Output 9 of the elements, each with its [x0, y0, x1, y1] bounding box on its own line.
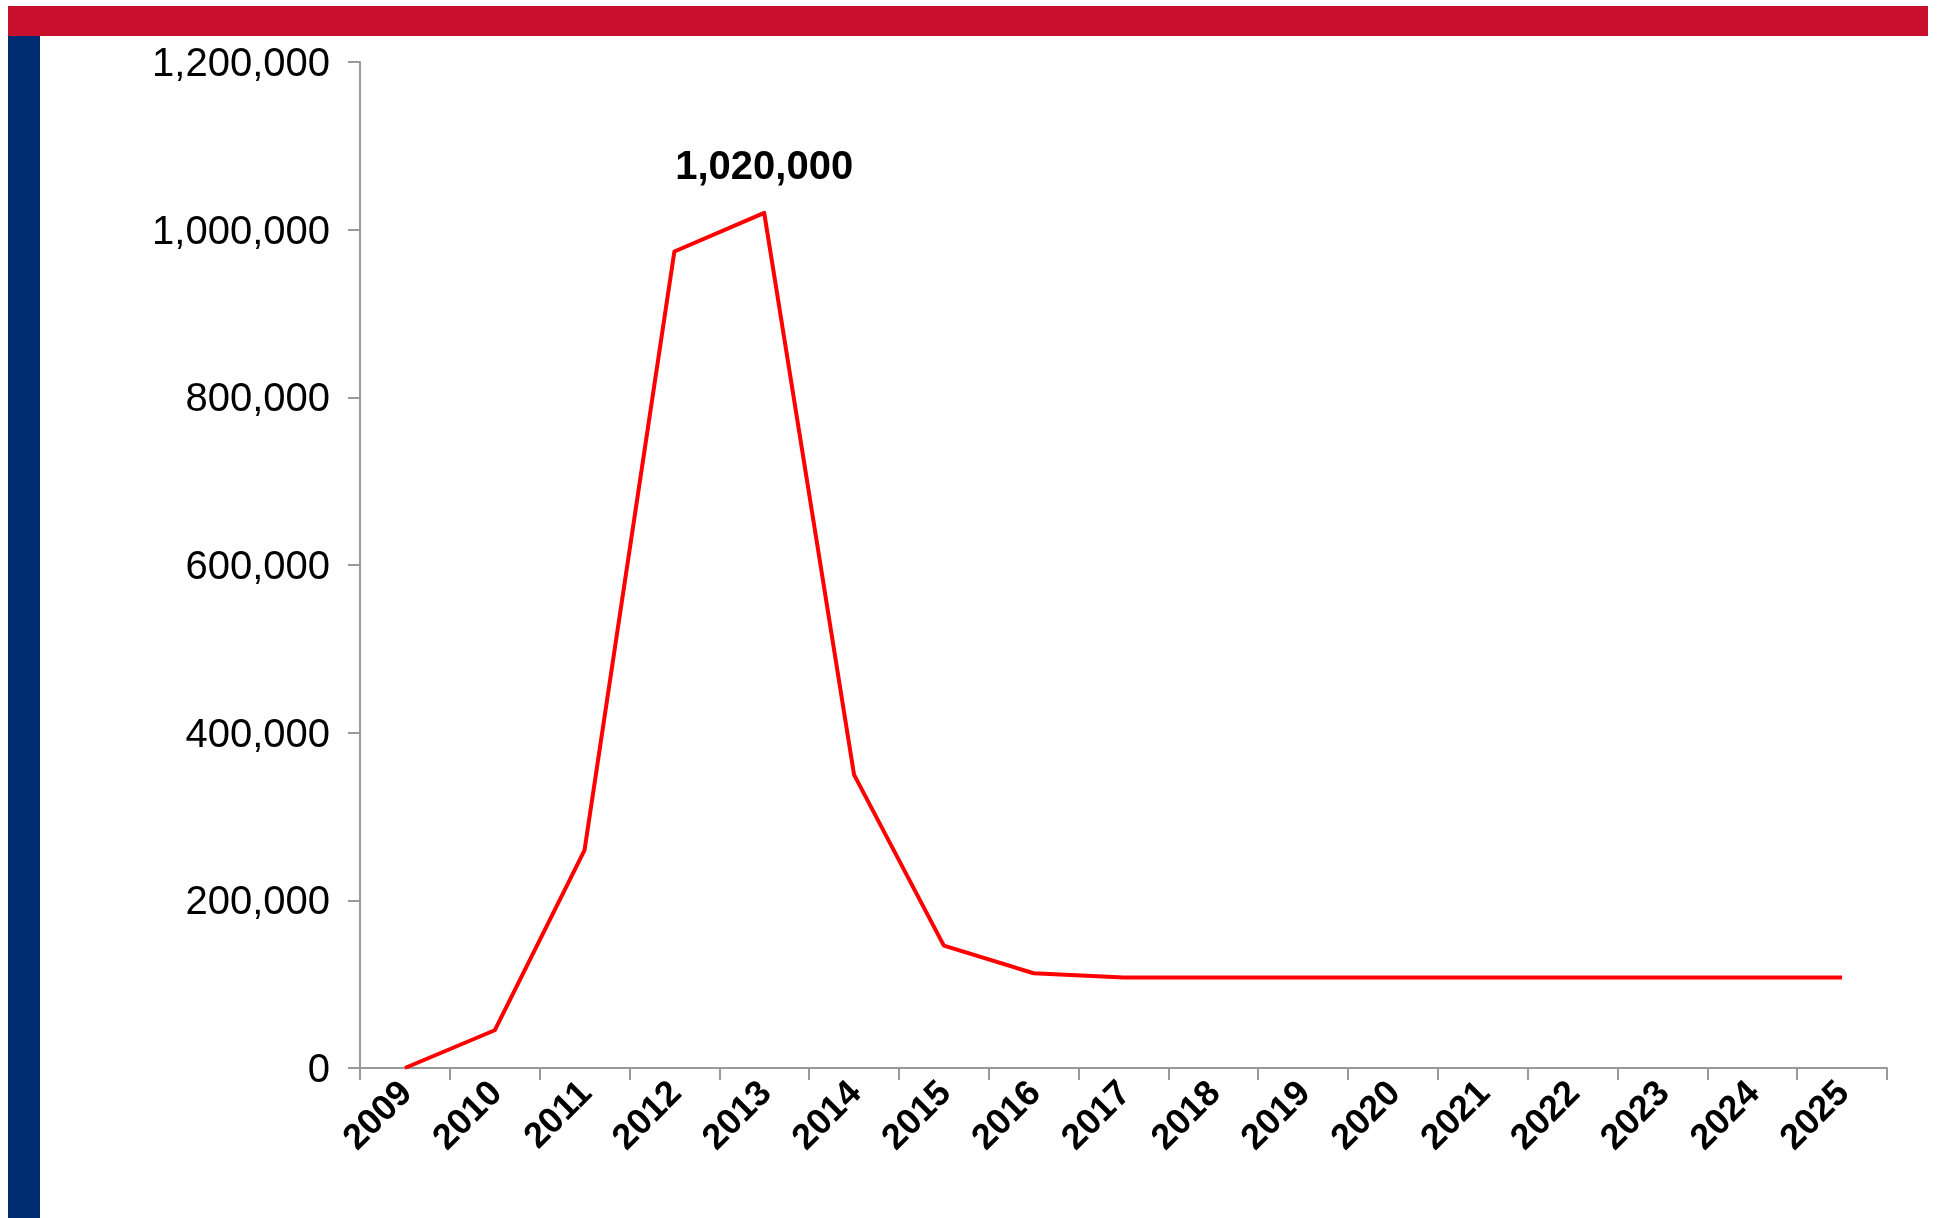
- y-tick-label: 800,000: [185, 375, 330, 420]
- data-label: 1,020,000: [675, 142, 854, 187]
- y-tick-label: 1,000,000: [152, 207, 330, 252]
- y-tick-label: 1,200,000: [152, 40, 330, 84]
- y-tick-label: 400,000: [185, 710, 330, 755]
- y-tick-label: 0: [307, 1046, 330, 1090]
- line-series: [402, 210, 1845, 1070]
- y-tick-label: 200,000: [185, 878, 330, 923]
- y-tick-label: 600,000: [185, 543, 330, 587]
